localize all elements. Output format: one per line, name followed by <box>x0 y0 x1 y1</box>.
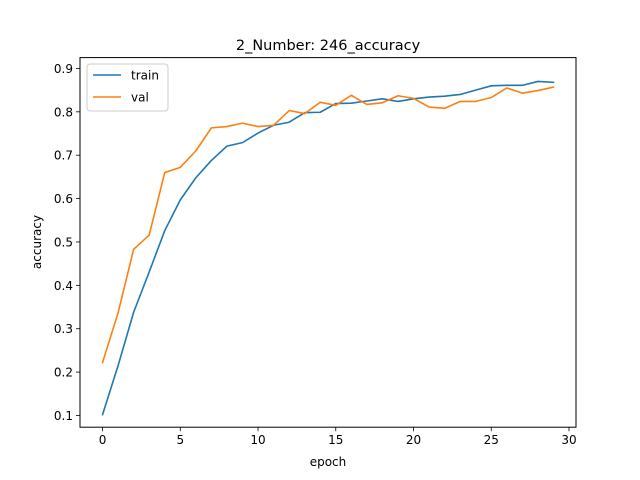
x-tick-label: 5 <box>176 433 184 447</box>
y-tick-label: 0.6 <box>54 192 73 206</box>
plot-frame <box>79 57 577 428</box>
y-tick-label: 0.7 <box>54 149 73 163</box>
y-tick-label: 0.5 <box>54 235 73 249</box>
y-tick-label: 0.8 <box>54 105 73 119</box>
y-tick-label: 0.4 <box>54 279 73 293</box>
x-axis-label: epoch <box>310 455 347 469</box>
x-axis: 0 5 10 15 20 25 30 <box>99 427 577 447</box>
x-tick-label: 20 <box>406 433 421 447</box>
plot-area <box>79 57 577 428</box>
y-axis-label: accuracy <box>30 215 44 269</box>
x-tick-label: 30 <box>561 433 576 447</box>
y-tick-label: 0.3 <box>54 322 73 336</box>
legend-label-val: val <box>131 91 149 105</box>
y-tick-label: 0.2 <box>54 366 73 380</box>
legend-label-train: train <box>131 69 159 83</box>
legend: train val <box>86 63 169 112</box>
chart-title: 2_Number: 246_accuracy <box>236 38 421 54</box>
x-tick-label: 15 <box>328 433 343 447</box>
series-line-val <box>101 86 555 364</box>
y-tick-label: 0.1 <box>54 409 73 423</box>
x-tick-label: 0 <box>99 433 107 447</box>
x-tick-label: 10 <box>250 433 265 447</box>
y-axis: 0.1 0.2 0.3 0.4 0.5 0.6 0.7 0.8 0.9 <box>54 62 80 423</box>
y-tick-label: 0.9 <box>54 62 73 76</box>
x-tick-label: 25 <box>484 433 499 447</box>
series-layer <box>101 80 555 416</box>
series-line-train <box>101 80 555 416</box>
